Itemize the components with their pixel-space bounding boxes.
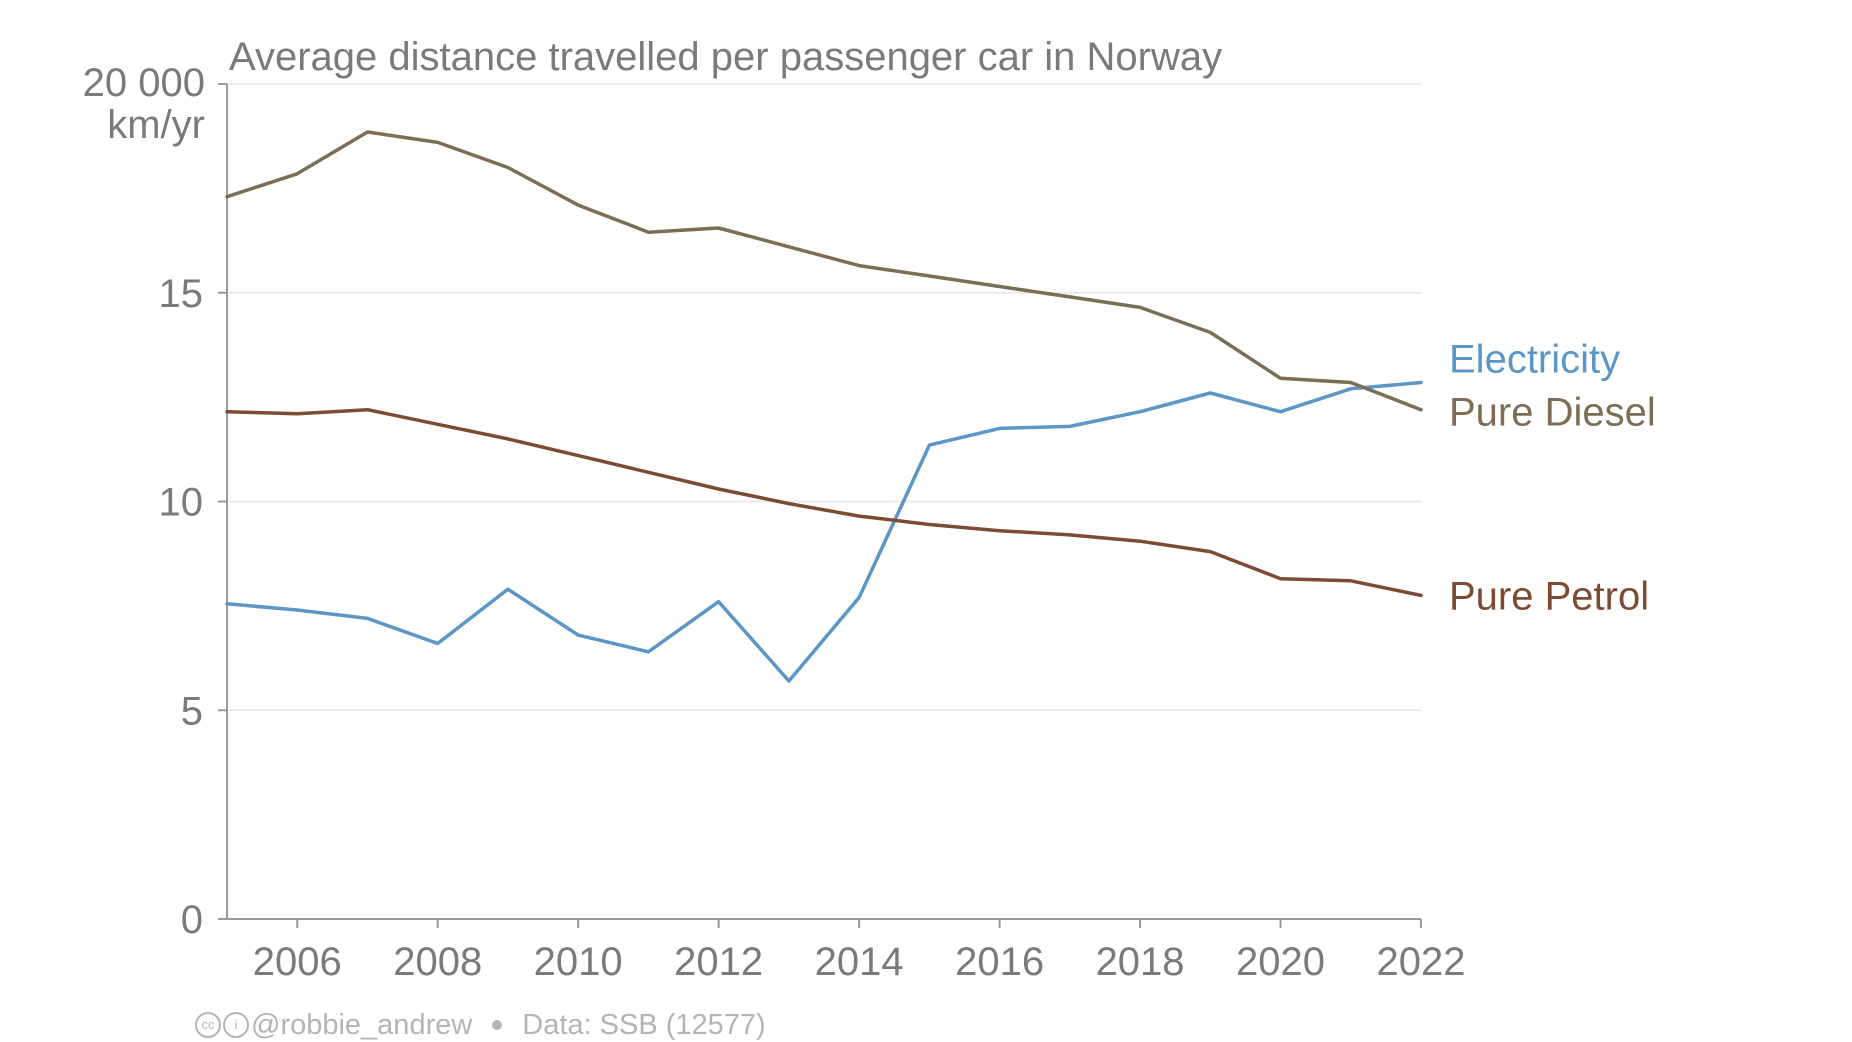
x-axis-ticks: 2006 2008 2010 2012 2014 2016 2018 2020 2022 (253, 919, 1466, 984)
series-line-pure-diesel (225, 130, 1423, 412)
x-tick-label: 2018 (1096, 940, 1185, 984)
x-tick-label: 2006 (253, 940, 342, 984)
x-tick-label: 2010 (534, 940, 623, 984)
x-tick-label: 2020 (1236, 940, 1325, 984)
separator-dot-icon (492, 1020, 503, 1031)
grid-lines (227, 83, 1421, 711)
series-lines (225, 130, 1423, 683)
chart-title: Average distance travelled per passenger… (229, 35, 1222, 79)
series-label-pure-petrol: Pure Petrol (1449, 574, 1649, 618)
series-line-pure-petrol (225, 407, 1423, 598)
author-handle: @robbie_andrew (251, 1008, 473, 1041)
y-tick-label: 5 (181, 689, 203, 733)
y-axis-ticks: 0 5 10 15 (159, 83, 227, 942)
series-line-electricity (225, 380, 1423, 683)
y-top-label: 20 000 (83, 61, 205, 105)
x-tick-label: 2012 (674, 940, 763, 984)
attribution-icon: i (223, 1012, 249, 1039)
x-tick-label: 2022 (1377, 940, 1466, 984)
y-tick-label: 0 (181, 898, 203, 942)
y-unit-label: km/yr (107, 103, 205, 147)
footer-credit: cc i @robbie_andrew Data: SSB (12577) (195, 1008, 766, 1042)
x-tick-label: 2014 (815, 940, 904, 984)
data-source: Data: SSB (12577) (522, 1008, 766, 1041)
y-tick-label: 15 (159, 272, 204, 316)
creative-commons-icon: cc (195, 1012, 221, 1039)
series-labels: Electricity Pure Diesel Pure Petrol (1449, 338, 1656, 619)
x-tick-label: 2008 (393, 940, 482, 984)
y-tick-label: 10 (159, 481, 204, 525)
series-label-electricity: Electricity (1449, 338, 1620, 382)
x-tick-label: 2016 (955, 940, 1044, 984)
series-label-pure-diesel: Pure Diesel (1449, 391, 1656, 435)
